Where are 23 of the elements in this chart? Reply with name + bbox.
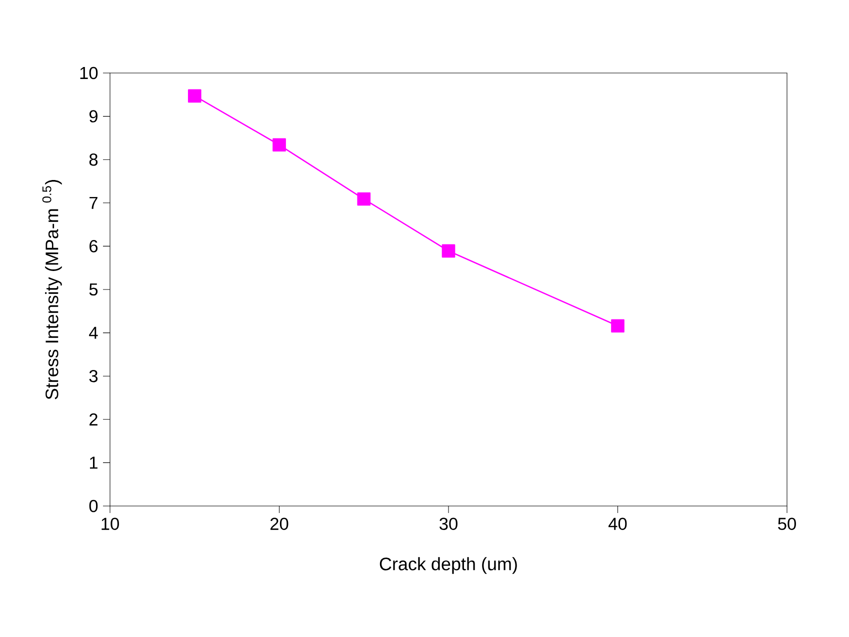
y-axis-title: Stress Intensity (MPa-m $^{0.5}$) bbox=[42, 180, 62, 400]
x-tick-label: 20 bbox=[270, 518, 288, 530]
y-tick-label: 2 bbox=[90, 413, 98, 426]
y-tick-label: 9 bbox=[89, 110, 98, 122]
point bbox=[357, 192, 371, 206]
point bbox=[188, 89, 202, 103]
x-tick-label: 10 bbox=[102, 518, 119, 530]
y-tick-label: 0 bbox=[89, 500, 98, 512]
y-tick-label: 10 bbox=[80, 66, 98, 80]
point bbox=[611, 319, 624, 333]
y-tick-label: 7 bbox=[90, 196, 98, 209]
x-tick-label: 30 bbox=[440, 518, 458, 530]
x-tick-label: 50 bbox=[778, 518, 796, 530]
y-tick-label: 1 bbox=[90, 456, 98, 469]
y-tick-label: 4 bbox=[89, 326, 98, 339]
point bbox=[272, 138, 286, 152]
point bbox=[442, 244, 456, 258]
y-tick-label: 5 bbox=[89, 283, 98, 296]
y-tick-label: 8 bbox=[89, 153, 98, 166]
y-tick-label: 3 bbox=[89, 370, 98, 382]
x-tick-label: 40 bbox=[608, 518, 627, 530]
x-axis-title: Crack depth (um) bbox=[380, 557, 517, 574]
y-tick-label: 6 bbox=[90, 240, 98, 252]
